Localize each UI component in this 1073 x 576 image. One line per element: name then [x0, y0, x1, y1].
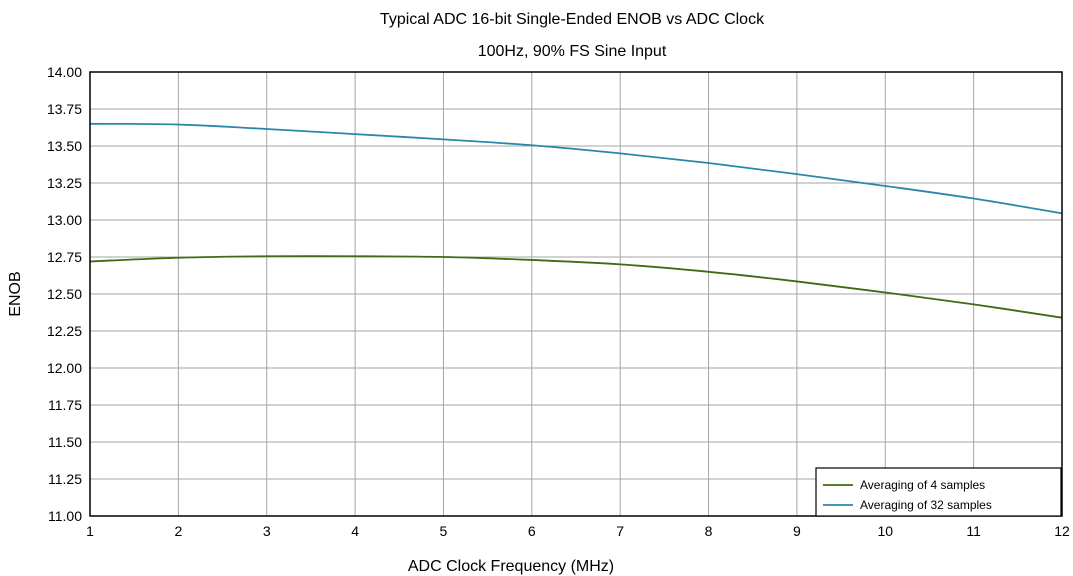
grid	[89, 71, 1063, 517]
y-tick-label: 13.25	[47, 175, 82, 191]
legend-label-32-samples: Averaging of 32 samples	[860, 498, 992, 512]
y-tick-label: 12.25	[47, 323, 82, 339]
x-tick-label: 2	[174, 523, 182, 539]
legend-label-4-samples: Averaging of 4 samples	[860, 478, 985, 492]
x-tick-label: 12	[1054, 523, 1070, 539]
x-tick-label: 11	[966, 523, 981, 539]
y-tick-label: 11.50	[48, 434, 82, 450]
y-tick-label: 11.75	[48, 397, 82, 413]
x-axis-label: ADC Clock Frequency (MHz)	[408, 558, 614, 575]
x-axis-ticks: 1 2 3 4 5 6 7 8 9 10 11 12	[86, 523, 1070, 539]
x-tick-label: 6	[528, 523, 536, 539]
y-tick-label: 11.25	[48, 471, 82, 487]
chart-subtitle: 100Hz, 90% FS Sine Input	[478, 43, 667, 60]
y-tick-label: 13.50	[47, 138, 82, 154]
chart-title: Typical ADC 16-bit Single-Ended ENOB vs …	[380, 11, 765, 28]
y-tick-label: 13.75	[47, 101, 82, 117]
plot-frame	[89, 71, 1063, 517]
y-tick-label: 11.00	[48, 508, 82, 524]
y-tick-label: 12.75	[47, 249, 82, 265]
x-tick-label: 9	[793, 523, 801, 539]
x-tick-label: 3	[263, 523, 271, 539]
y-tick-label: 12.50	[47, 286, 82, 302]
y-tick-label: 14.00	[47, 64, 82, 80]
x-tick-label: 1	[86, 523, 94, 539]
y-axis-ticks: 11.00 11.25 11.50 11.75 12.00 12.25 12.50 12.75…	[47, 64, 82, 524]
x-tick-label: 10	[877, 523, 893, 539]
legend-box	[815, 467, 1062, 517]
series-line-32-samples	[89, 122, 1063, 215]
x-tick-label: 7	[616, 523, 624, 539]
y-tick-label: 12.00	[47, 360, 82, 376]
x-tick-label: 5	[440, 523, 448, 539]
x-tick-label: 4	[351, 523, 359, 539]
y-tick-label: 13.00	[47, 212, 82, 228]
legend: Averaging of 4 samples Averaging of 32 s…	[815, 467, 1062, 517]
y-axis-label: ENOB	[7, 271, 24, 316]
series-lines	[89, 122, 1063, 319]
series-line-4-samples	[89, 255, 1063, 319]
x-tick-label: 8	[705, 523, 713, 539]
